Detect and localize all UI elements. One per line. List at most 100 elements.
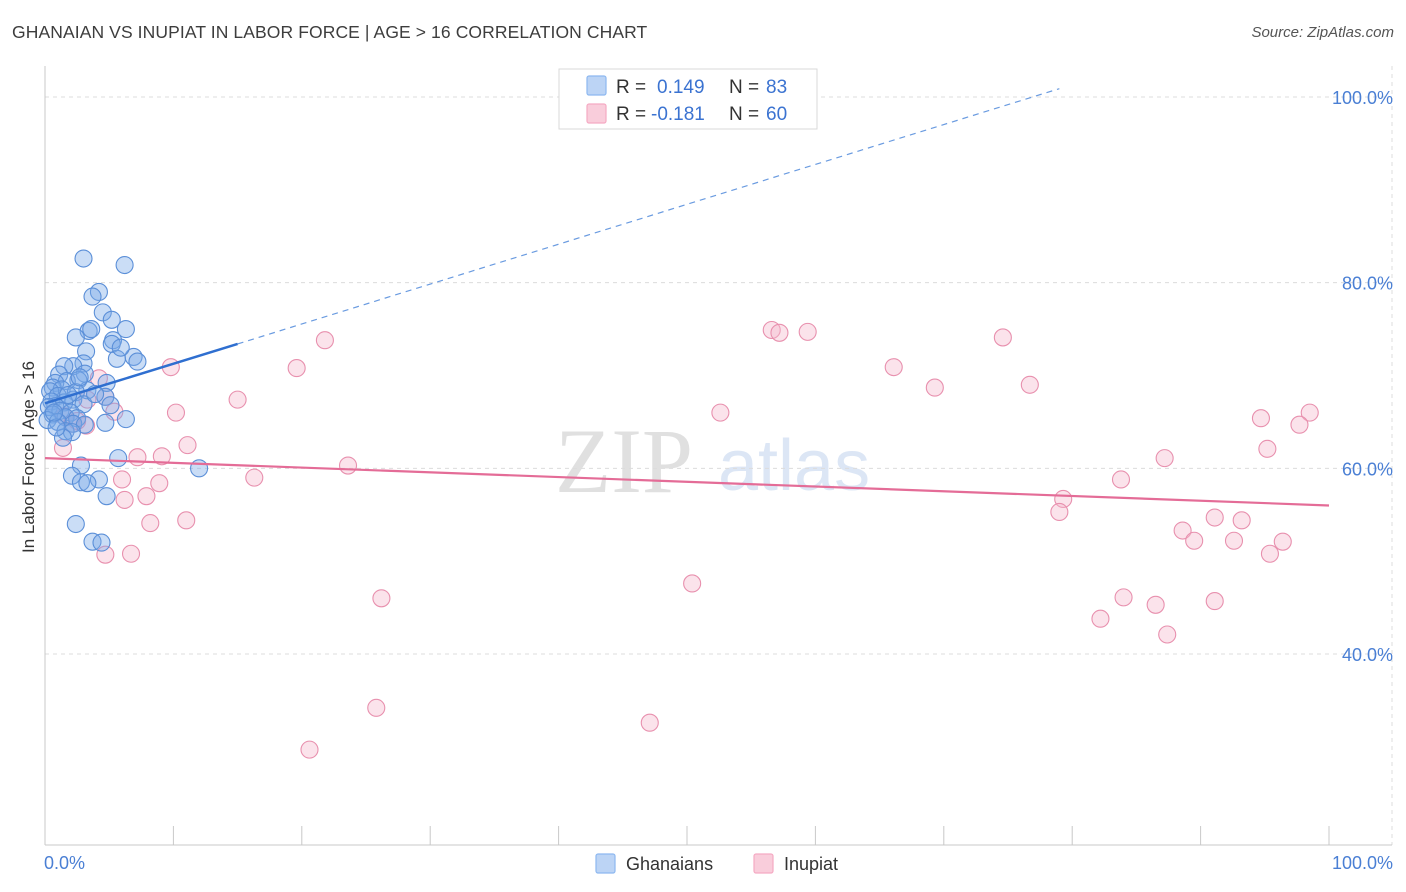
inupiat-point [1111,470,1131,489]
ghanaian-point [115,255,134,275]
inupiat-point [115,490,134,509]
y-tick-label: 80.0% [1342,274,1393,294]
bottom-legend-swatch-ghanaians [595,853,616,874]
ghanaian-point [89,470,108,489]
ghanaian-trend-line [44,342,238,405]
inupiat-point [711,403,730,422]
gridlines [45,66,1393,845]
ghanaian-point [116,320,135,339]
correlation-legend: R = 0.149 N = 83 R = -0.181 N = 60 [558,68,818,130]
axes [44,66,1392,846]
inupiat-point [300,740,319,759]
legend-n-value-2: 60 [766,104,787,125]
y-tick-label: 40.0% [1342,645,1393,665]
inupiat-point [1185,531,1204,550]
ghanaian-point [83,287,102,306]
y-tick-label: 60.0% [1342,459,1393,479]
inupiat-point [315,331,334,350]
legend-swatch-ghanaians [586,75,607,96]
legend-r-label-2: R = [616,104,646,125]
ghanaian-point [82,320,101,339]
bottom-legend-label-ghanaians: Ghanaians [626,854,713,874]
inupiat-point [1205,508,1224,527]
ghanaian-point [70,368,89,387]
inupiat-point [1146,595,1165,614]
legend-r-label-1: R = [616,77,646,98]
chart-title: GHANAIAN VS INUPIAT IN LABOR FORCE | AGE… [12,22,648,42]
inupiat-point [925,378,944,397]
ghanaian-point [53,428,73,447]
inupiat-point [1205,592,1224,611]
watermark-atlas: atlas [718,426,870,506]
legend-n-label-1: N = [729,77,759,98]
inupiat-point [1050,502,1069,522]
inupiat-point [1258,439,1277,458]
inupiat-point [177,511,196,530]
ghanaian-point [92,533,111,552]
ghanaian-point [47,418,66,437]
bottom-legend-swatch-inupiat [753,853,774,874]
inupiat-point [1158,625,1177,644]
inupiat-point [152,447,171,466]
ghanaian-point [111,338,130,357]
x-tick-labels: 0.0% 100.0% [44,853,1393,873]
inupiat-point [178,436,197,455]
source-label: Source: ZipAtlas.com [1251,24,1394,41]
inupiat-point [287,359,306,378]
inupiat-point [798,322,817,341]
inupiat-point [367,698,386,717]
inupiat-point [372,589,391,608]
ghanaian-point [102,310,121,329]
inupiat-point [1273,532,1292,551]
inupiat-point [1290,415,1309,434]
inupiat-point [993,328,1012,347]
ghanaian-point [107,349,126,368]
legend-swatch-inupiat [586,103,607,124]
inupiat-point [1232,511,1251,530]
ghanaian-point [109,449,128,468]
inupiat-point [96,545,115,564]
legend-r-value-1: 0.149 [657,77,705,98]
inupiat-point [121,544,141,563]
inupiat-point [338,456,358,475]
inupiat-point [1224,531,1244,550]
inupiat-point [1260,544,1279,563]
ghanaian-point [96,413,115,432]
ghanaian-point [74,249,93,268]
ghanaian-point [93,303,112,322]
ghanaian-point [89,282,108,302]
watermark-zip: ZIP [555,410,693,512]
inupiat-point [770,323,789,342]
ghanaian-point [101,396,120,415]
ghanaian-point [71,473,91,492]
inupiat-point [1300,403,1319,422]
inupiat-point [1114,588,1133,607]
inupiat-point [1091,609,1110,628]
inupiat-point [245,468,264,487]
inupiat-point [112,470,132,489]
ghanaian-point [66,328,85,347]
ghanaian-point [78,474,97,493]
inupiat-points [53,320,1319,759]
inupiat-point [1173,521,1192,540]
legend-r-value-2: -0.181 [651,104,705,125]
x-tick-label: 0.0% [44,853,85,873]
legend-n-label-2: N = [729,104,759,125]
inupiat-point [640,713,659,732]
inupiat-point [128,448,147,467]
y-tick-label: 100.0% [1332,88,1393,108]
inupiat-point [228,390,247,409]
inupiat-trend-line [44,457,1330,507]
series-legend: Ghanaians Inupiat [595,853,838,874]
inupiat-point [166,403,186,422]
ghanaian-trend-extension [237,88,1060,345]
y-tick-labels: 40.0% 60.0% 80.0% 100.0% [1332,88,1393,665]
bottom-legend-label-inupiat: Inupiat [784,854,838,874]
inupiat-point [1155,449,1174,468]
ghanaian-point [116,410,135,429]
ghanaian-point [128,352,147,371]
inupiat-point [1020,375,1039,394]
x-tick-label: 100.0% [1332,853,1393,873]
inupiat-point [141,514,160,533]
